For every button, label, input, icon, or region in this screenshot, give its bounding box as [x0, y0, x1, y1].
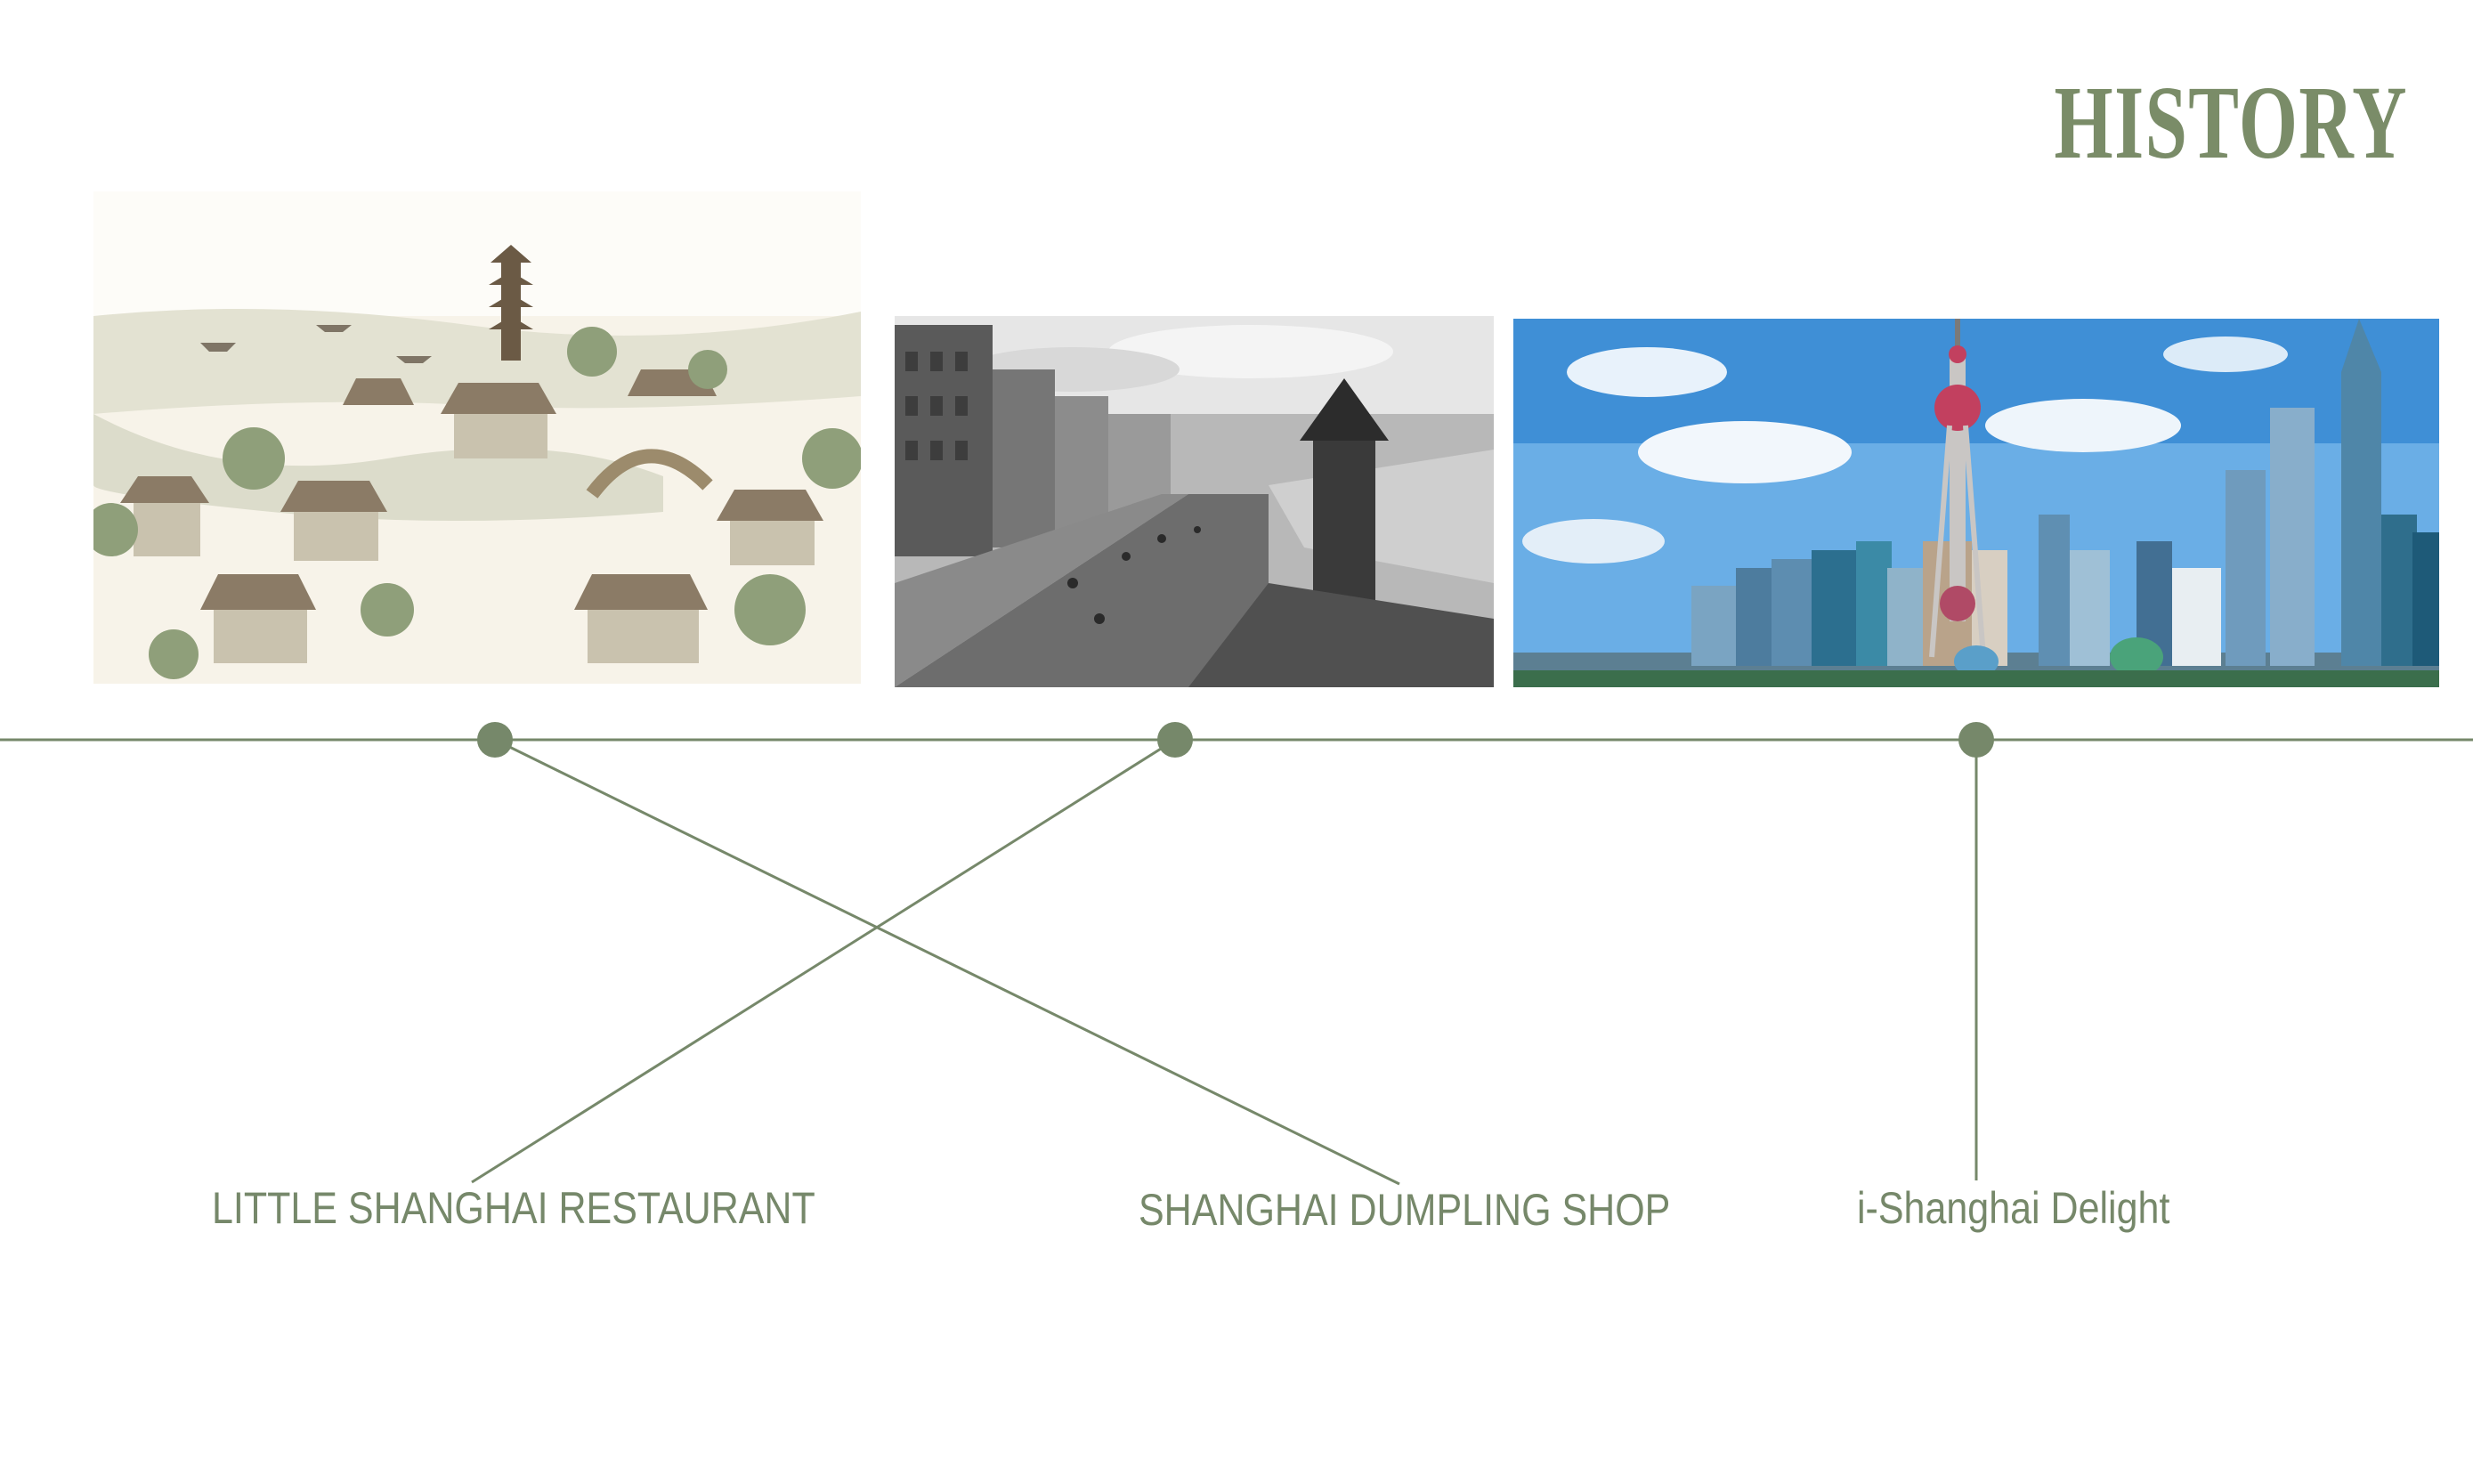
page-title: HISTORY: [2054, 64, 2408, 181]
bund-historic-photo-image: [895, 316, 1494, 687]
ancient-town-painting-image: [93, 191, 861, 684]
milestone-label-dumpling-shop: SHANGHAI DUMPLING SHOP: [1139, 1185, 1671, 1235]
timeline-node-2: [1157, 722, 1193, 758]
milestone-label-i-shanghai: i-Shanghai Delight: [1857, 1183, 2170, 1233]
connector-line-2: [471, 738, 1176, 1184]
pudong-skyline-image: [1513, 319, 2439, 687]
timeline-node-3: [1958, 722, 1994, 758]
connector-line-1: [494, 738, 1400, 1186]
timeline-node-1: [477, 722, 513, 758]
milestone-label-little-shanghai: LITTLE SHANGHAI RESTAURANT: [212, 1183, 815, 1233]
